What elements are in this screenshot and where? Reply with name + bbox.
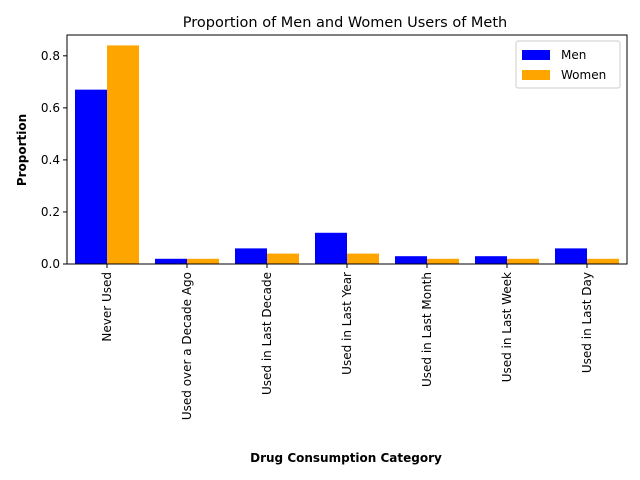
y-tick-label: 0.8 — [41, 49, 60, 63]
legend-swatch-women — [522, 70, 550, 80]
y-tick-label: 0.0 — [41, 257, 60, 271]
y-axis-label: Proportion — [15, 114, 29, 186]
bar-women-0 — [107, 45, 139, 265]
x-tick-label: Never Used — [100, 272, 114, 342]
y-axis: 0.0 0.2 0.4 0.6 0.8 — [41, 49, 67, 271]
bars-group — [75, 45, 619, 265]
legend: Men Women — [515, 40, 621, 89]
chart-title: Proportion of Men and Women Users of Met… — [183, 15, 507, 31]
x-axis: Never Used Used over a Decade Ago Used in … — [100, 264, 594, 420]
bar-men-2 — [235, 248, 267, 264]
bar-men-4 — [395, 256, 427, 264]
x-tick-label: Used in Last Day — [580, 272, 594, 373]
bar-women-2 — [267, 253, 299, 264]
bar-men-1 — [155, 258, 187, 264]
legend-label-men: Men — [561, 48, 586, 62]
bar-women-6 — [587, 258, 619, 264]
legend-label-women: Women — [561, 68, 606, 82]
bar-women-1 — [187, 258, 219, 264]
y-tick-label: 0.6 — [41, 101, 60, 115]
bar-women-5 — [507, 258, 539, 264]
x-tick-label: Used in Last Decade — [260, 272, 274, 395]
y-tick-label: 0.2 — [41, 205, 60, 219]
x-tick-label: Used in Last Month — [420, 272, 434, 387]
x-tick-label: Used in Last Week — [500, 272, 514, 382]
bar-men-6 — [555, 248, 587, 264]
legend-swatch-men — [522, 50, 550, 60]
bar-men-0 — [75, 89, 107, 264]
x-tick-label: Used over a Decade Ago — [180, 272, 194, 420]
x-axis-label: Drug Consumption Category — [250, 451, 442, 465]
bar-men-3 — [315, 232, 347, 264]
bar-women-3 — [347, 253, 379, 264]
bar-women-4 — [427, 258, 459, 264]
y-tick-label: 0.4 — [41, 153, 60, 167]
bar-men-5 — [475, 256, 507, 264]
x-tick-label: Used in Last Year — [340, 272, 354, 375]
